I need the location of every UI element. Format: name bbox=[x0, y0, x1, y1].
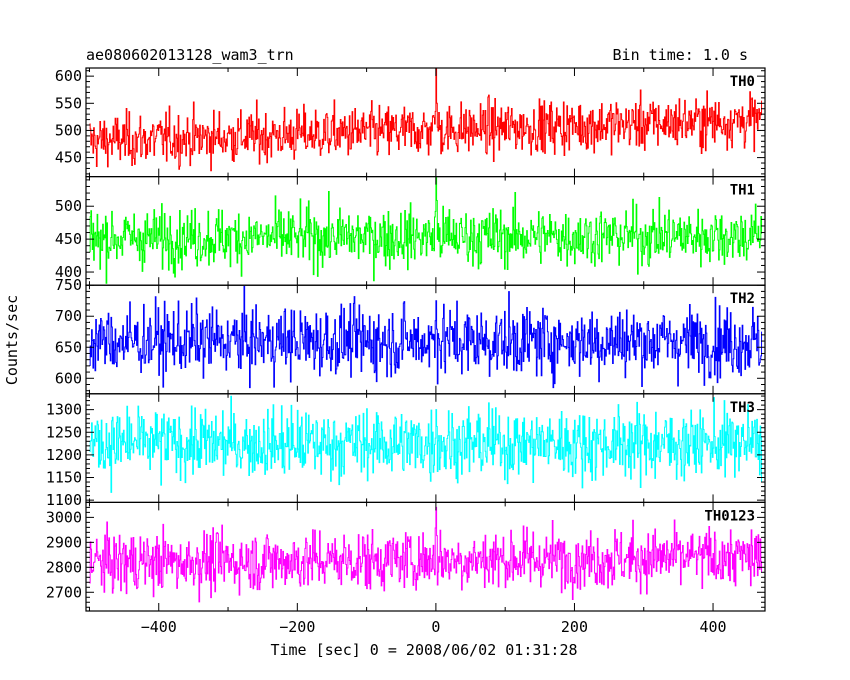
series-label-th0123: TH0123 bbox=[704, 508, 755, 524]
x-tick-label: 400 bbox=[699, 618, 726, 636]
y-tick-label: 3000 bbox=[46, 508, 82, 526]
y-tick-label: 450 bbox=[55, 230, 82, 248]
observation-id: ae080602013128_wam3_trn bbox=[86, 46, 294, 64]
y-tick-label: 700 bbox=[55, 307, 82, 325]
series-line-th2 bbox=[89, 285, 763, 389]
x-axis-label: Time [sec] 0 = 2008/06/02 01:31:28 bbox=[270, 641, 577, 659]
y-tick-label: 400 bbox=[55, 263, 82, 281]
series-line-th3 bbox=[89, 395, 763, 493]
series-label-th1: TH1 bbox=[730, 183, 755, 199]
y-tick-label: 650 bbox=[55, 338, 82, 356]
x-axis: −400 −200 0 200 400 bbox=[141, 618, 727, 636]
y-tick-label: 1100 bbox=[46, 491, 82, 509]
panel-frame bbox=[85, 284, 766, 395]
panel-th0123: 2700 2800 2900 3000 TH0123 bbox=[46, 501, 766, 612]
panel-th0: 450 500 550 600 TH0 bbox=[55, 67, 766, 178]
y-tick-label: 500 bbox=[55, 197, 82, 215]
y-tick-label: 600 bbox=[55, 369, 82, 387]
y-tick-label: 1150 bbox=[46, 469, 82, 487]
x-tick-label: −400 bbox=[141, 618, 177, 636]
bin-time: Bin time: 1.0 s bbox=[613, 46, 748, 64]
series-line-th0 bbox=[89, 68, 763, 172]
x-tick-label: 0 bbox=[431, 618, 440, 636]
x-tick-label: 200 bbox=[561, 618, 588, 636]
panel-th1: 400 450 500 TH1 bbox=[55, 176, 766, 286]
series-label-th2: TH2 bbox=[730, 291, 755, 307]
panel-th2: 600 650 700 750 TH2 bbox=[55, 276, 766, 395]
y-axis-label: Counts/sec bbox=[3, 295, 21, 385]
panels-group: 450 500 550 600 TH0 400 450 500 TH1 600 650 700 750 T… bbox=[46, 67, 766, 612]
panel-th3: 1100 1150 1200 1250 1300 TH3 bbox=[46, 393, 766, 509]
panel-frame bbox=[85, 501, 766, 612]
y-tick-label: 450 bbox=[55, 149, 82, 167]
x-tick-label: −200 bbox=[279, 618, 315, 636]
y-tick-label: 1300 bbox=[46, 401, 82, 419]
series-label-th3: TH3 bbox=[730, 400, 755, 416]
y-tick-label: 2700 bbox=[46, 583, 82, 601]
y-tick-label: 2800 bbox=[46, 558, 82, 576]
series-label-th0: TH0 bbox=[730, 74, 755, 90]
y-tick-label: 750 bbox=[55, 276, 82, 294]
y-tick-label: 1250 bbox=[46, 423, 82, 441]
y-tick-label: 500 bbox=[55, 121, 82, 139]
series-line-th0123 bbox=[89, 506, 763, 603]
y-tick-label: 1200 bbox=[46, 446, 82, 464]
y-tick-label: 550 bbox=[55, 94, 82, 112]
y-tick-label: 2900 bbox=[46, 533, 82, 551]
series-line-th1 bbox=[89, 176, 763, 284]
y-tick-label: 600 bbox=[55, 67, 82, 85]
